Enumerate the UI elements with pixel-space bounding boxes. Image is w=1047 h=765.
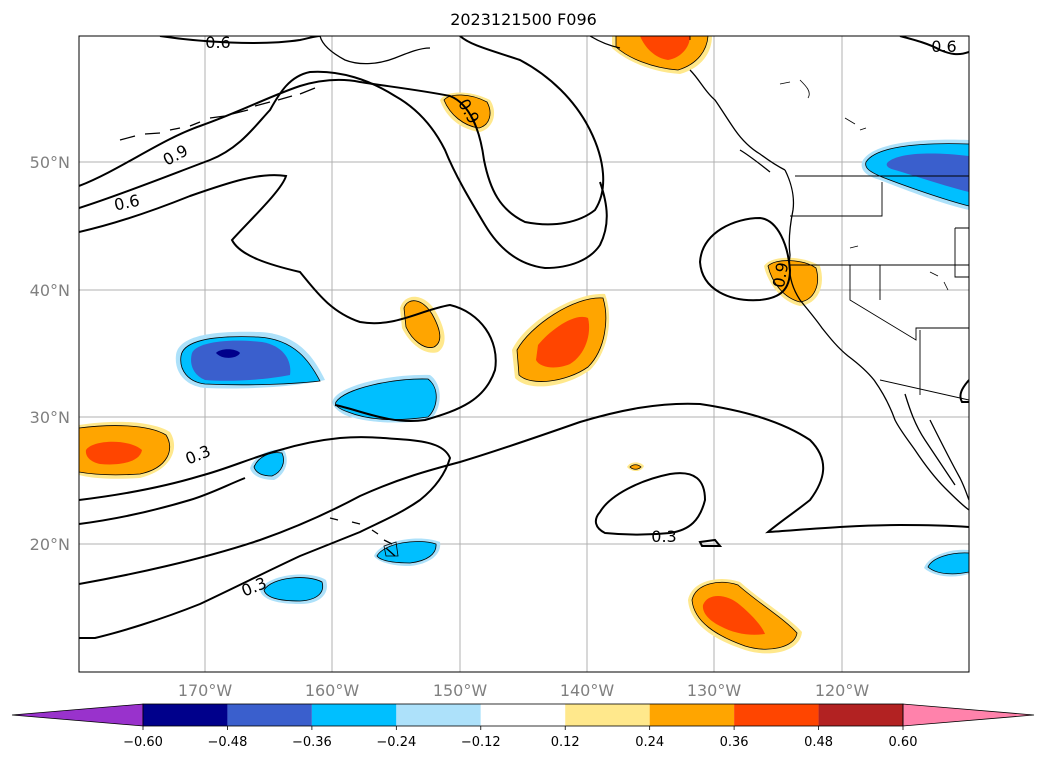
colorbar-segment <box>227 704 312 726</box>
contour-label: 0.6 <box>205 33 230 52</box>
contour-0.3-right <box>959 379 969 403</box>
lon-label: 170°W <box>178 681 233 700</box>
contour-0.3-main <box>79 402 969 585</box>
positive-anomaly-patch <box>443 94 491 129</box>
lat-label: 40°N <box>30 281 70 300</box>
alaska-panhandle <box>589 36 786 171</box>
negative-anomaly-patch <box>216 349 240 358</box>
positive-anomaly-patch <box>85 441 142 465</box>
contour-0.3-loop <box>594 472 707 536</box>
map-title: 2023121500 F096 <box>450 10 597 29</box>
lon-label: 130°W <box>687 681 742 700</box>
contour-0.6-topright <box>899 36 969 56</box>
negative-anomaly-patch <box>191 340 291 381</box>
colorbar-outline <box>142 703 904 727</box>
lat-label: 50°N <box>30 153 70 172</box>
north-america-west-coast <box>784 169 969 511</box>
positive-anomaly-patch <box>640 36 690 60</box>
colorbar-tick-label: 0.60 <box>889 735 918 750</box>
colorbar: −0.60 −0.48 −0.36 −0.24 −0.12 0.12 0.24 0.36 0.4… <box>11 703 1035 750</box>
longitude-labels: 170°W 160°W 150°W 140°W 130°W 120°W <box>178 681 870 700</box>
aleutian-islands <box>119 87 316 141</box>
negative-anomaly-patch <box>927 552 969 575</box>
colorbar-tick-label: 0.36 <box>720 735 749 750</box>
contour-label: 0.3 <box>651 527 676 546</box>
colorbar-tick-label: −0.36 <box>292 735 332 750</box>
colorbar-segment <box>143 704 228 726</box>
colorbar-extend-max <box>902 703 1035 727</box>
contour-0.9-circle <box>698 216 792 302</box>
contour-label: 0.6 <box>112 191 141 215</box>
thin-outlines <box>383 79 949 557</box>
lon-label: 160°W <box>305 681 360 700</box>
contour-0.3-b <box>79 477 246 525</box>
contour-0.6 <box>79 174 497 422</box>
lon-label: 140°W <box>560 681 615 700</box>
colorbar-tick-label: −0.12 <box>461 735 501 750</box>
contour-0.3-small <box>698 538 723 547</box>
colorbar-segment <box>734 704 819 726</box>
colorbar-segment <box>649 704 735 726</box>
filled-contours <box>79 36 969 654</box>
line-contours <box>79 36 969 640</box>
state-border <box>790 182 969 401</box>
colorbar-tick-label: 0.12 <box>551 735 580 750</box>
coastlines <box>119 36 969 557</box>
colorbar-tick-label: −0.24 <box>376 735 416 750</box>
negative-anomaly-patch <box>335 378 437 420</box>
contour-0.9-b <box>79 70 608 270</box>
lat-label: 30°N <box>30 408 70 427</box>
contour-label: 0.9 <box>769 261 792 289</box>
colorbar-segment <box>396 704 481 726</box>
map-frame <box>78 35 970 673</box>
latitude-labels: 50°N 40°N 30°N 20°N <box>30 153 70 554</box>
colorbar-tick-label: 0.48 <box>804 735 833 750</box>
negative-anomaly-patch <box>376 541 437 564</box>
colorbar-segment <box>818 704 903 726</box>
contour-label: 0.6 <box>931 37 956 56</box>
negative-anomaly-patch <box>886 153 969 192</box>
vancouver-island <box>739 149 771 173</box>
hawaii-islands <box>329 517 396 557</box>
island-outline <box>779 79 949 291</box>
lon-label: 120°W <box>815 681 870 700</box>
contour-0.3 <box>79 436 452 640</box>
lon-label: 150°W <box>433 681 488 700</box>
lat-label: 20°N <box>30 535 70 554</box>
hawaii-outline <box>383 541 399 557</box>
gulf-of-california <box>929 419 969 501</box>
negative-anomaly-patch <box>253 452 284 477</box>
positive-anomaly-patch <box>536 316 590 368</box>
positive-anomaly-patch <box>767 260 818 303</box>
positive-anomaly-patch <box>629 464 642 470</box>
positive-anomaly-patch <box>702 595 765 635</box>
positive-anomaly-patch <box>403 300 441 348</box>
contour-0.6-top <box>159 36 321 44</box>
colorbar-tick-label: −0.48 <box>208 735 248 750</box>
contour-0.9 <box>79 36 605 226</box>
state-border <box>954 227 969 278</box>
colorbar-extend-min <box>11 703 144 727</box>
colorbar-segment <box>480 704 566 726</box>
alaska-coastline <box>319 36 431 65</box>
colorbar-tick-label: 0.24 <box>635 735 664 750</box>
colorbar-segment <box>565 704 650 726</box>
colorbar-tick-label: −0.60 <box>123 735 163 750</box>
colorbar-segment <box>311 704 397 726</box>
political-borders <box>689 36 969 401</box>
baja-california <box>904 393 956 486</box>
negative-anomaly-patch <box>263 577 324 602</box>
